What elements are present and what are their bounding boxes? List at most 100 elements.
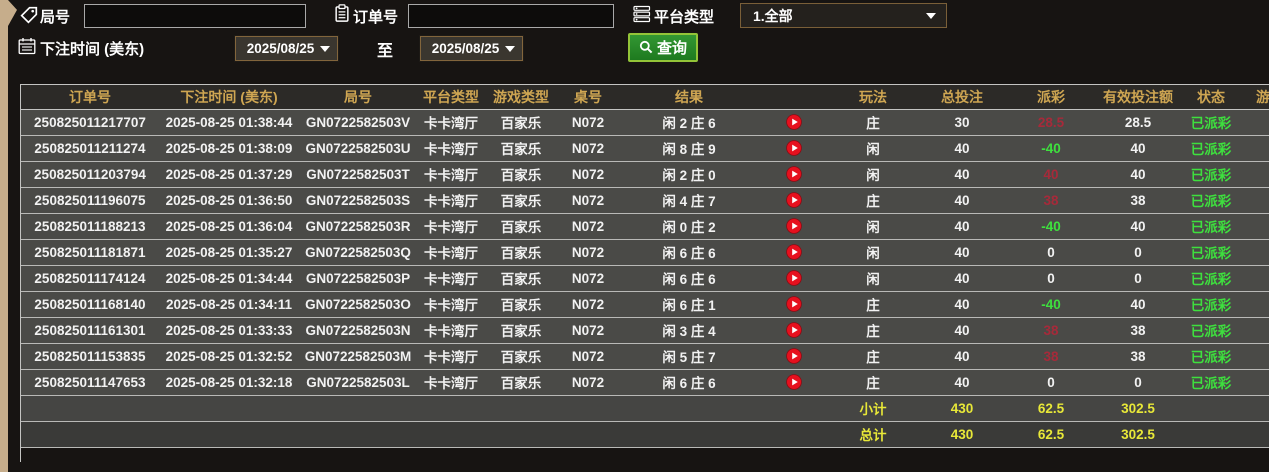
- subtotal-row: 小计 430 62.5 302.5: [21, 395, 1269, 422]
- chevron-down-icon: [926, 12, 936, 19]
- cell-game-type: 百家乐: [485, 187, 557, 214]
- cell-total-bet: 40: [917, 317, 1007, 344]
- cell-bet-side: 庄: [829, 343, 917, 370]
- cell-extra: [1241, 135, 1269, 162]
- game-no-label: 局号: [40, 9, 71, 26]
- cell-round-no: GN0722582503S: [299, 187, 417, 214]
- cell-platform: 卡卡湾厅: [417, 161, 485, 188]
- column-header-4: 游戏类型: [485, 85, 557, 110]
- play-video-icon[interactable]: [786, 348, 802, 365]
- play-video-icon[interactable]: [786, 270, 802, 287]
- cell-total-bet: 30: [917, 109, 1007, 136]
- play-video-icon[interactable]: [786, 244, 802, 261]
- query-button[interactable]: 查询: [628, 33, 698, 62]
- play-video-icon[interactable]: [786, 322, 802, 339]
- play-video-icon[interactable]: [786, 114, 802, 131]
- subtotal-row-valid-bet: 302.5: [1095, 395, 1181, 422]
- cell-round-no: GN0722582503V: [299, 109, 417, 136]
- cell-bet-side: 闲: [829, 213, 917, 240]
- cell-order-no: 250825011161301: [21, 317, 159, 344]
- column-header-1: 下注时间 (美东): [159, 85, 299, 110]
- cell-bet-side: 闲: [829, 135, 917, 162]
- order-no-input[interactable]: [408, 4, 614, 28]
- cell-replay: [759, 343, 829, 370]
- cell-status: 已派彩: [1181, 135, 1241, 162]
- cell-bet-time: 2025-08-25 01:34:44: [159, 265, 299, 292]
- tag-icon: [20, 6, 38, 24]
- cell-game-type: 百家乐: [485, 265, 557, 292]
- play-video-icon[interactable]: [786, 140, 802, 157]
- cell-game-type: 百家乐: [485, 317, 557, 344]
- cell-table-no: N072: [557, 239, 619, 266]
- cell-status: 已派彩: [1181, 239, 1241, 266]
- cell-round-no: GN0722582503P: [299, 265, 417, 292]
- cell-round-no: GN0722582503T: [299, 161, 417, 188]
- cell-valid-bet: 28.5: [1095, 109, 1181, 136]
- cell-payout: 0: [1007, 369, 1095, 396]
- cell-extra: [1241, 239, 1269, 266]
- cell-status: 已派彩: [1181, 265, 1241, 292]
- column-header-11: 有效投注额: [1095, 85, 1181, 110]
- platform-type-label: 平台类型: [654, 9, 715, 26]
- cell-result: 闲 3 庄 4: [619, 317, 759, 344]
- play-video-icon[interactable]: [786, 296, 802, 313]
- play-video-icon[interactable]: [786, 374, 802, 391]
- cell-extra: [1241, 317, 1269, 344]
- cell-payout: 38: [1007, 317, 1095, 344]
- cell-result: 闲 8 庄 9: [619, 135, 759, 162]
- table-header-row: 订单号 下注时间 (美东) 局号 平台类型 游戏类型 桌号 结果 玩法 总投注 派彩 有效投注额 状态…: [21, 85, 1269, 110]
- subtotal-row-total-bet: 430: [917, 395, 1007, 422]
- date-from-select[interactable]: 2025/08/25: [235, 36, 338, 61]
- cell-total-bet: 40: [917, 291, 1007, 318]
- cell-valid-bet: 0: [1095, 239, 1181, 266]
- cell-table-no: N072: [557, 291, 619, 318]
- cell-game-type: 百家乐: [485, 135, 557, 162]
- cell-valid-bet: 40: [1095, 161, 1181, 188]
- date-to-select[interactable]: 2025/08/25: [420, 36, 523, 61]
- column-header-6: 结果: [619, 85, 759, 110]
- column-header-2: 局号: [299, 85, 417, 110]
- clipboard-icon: [335, 4, 349, 22]
- table-row: 250825011203794 2025-08-25 01:37:29 GN0722…: [21, 161, 1269, 188]
- play-video-icon[interactable]: [786, 192, 802, 209]
- cell-total-bet: 40: [917, 239, 1007, 266]
- table-row: 250825011161301 2025-08-25 01:33:33 GN0722…: [21, 317, 1269, 344]
- platform-stack-icon: [633, 5, 651, 23]
- cell-status: 已派彩: [1181, 343, 1241, 370]
- cell-result: 闲 4 庄 7: [619, 187, 759, 214]
- cell-valid-bet: 38: [1095, 343, 1181, 370]
- cell-payout: 38: [1007, 187, 1095, 214]
- play-video-icon[interactable]: [786, 166, 802, 183]
- cell-payout: -40: [1007, 213, 1095, 240]
- cell-replay: [759, 187, 829, 214]
- cell-status: 已派彩: [1181, 291, 1241, 318]
- cell-total-bet: 40: [917, 135, 1007, 162]
- cell-total-bet: 40: [917, 187, 1007, 214]
- cell-order-no: 250825011188213: [21, 213, 159, 240]
- cell-valid-bet: 0: [1095, 265, 1181, 292]
- chevron-down-icon: [505, 45, 515, 52]
- cell-status: 已派彩: [1181, 161, 1241, 188]
- cell-bet-side: 庄: [829, 187, 917, 214]
- cell-round-no: GN0722582503L: [299, 369, 417, 396]
- table-row: 250825011188213 2025-08-25 01:36:04 GN0722…: [21, 213, 1269, 240]
- cell-order-no: 250825011168140: [21, 291, 159, 318]
- cell-game-type: 百家乐: [485, 291, 557, 318]
- subtotal-row-status-empty: [1181, 395, 1241, 422]
- cell-bet-time: 2025-08-25 01:38:09: [159, 135, 299, 162]
- platform-type-select[interactable]: 1.全部: [740, 3, 947, 28]
- cell-extra: [1241, 265, 1269, 292]
- cell-payout: -40: [1007, 291, 1095, 318]
- game-no-input[interactable]: [84, 4, 306, 28]
- play-video-icon[interactable]: [786, 218, 802, 235]
- subtotal-row-label: 小计: [829, 395, 917, 422]
- cell-extra: [1241, 109, 1269, 136]
- cell-platform: 卡卡湾厅: [417, 213, 485, 240]
- table-row: 250825011147653 2025-08-25 01:32:18 GN0722…: [21, 369, 1269, 396]
- cell-extra: [1241, 369, 1269, 396]
- cell-bet-side: 庄: [829, 369, 917, 396]
- cell-result: 闲 2 庄 0: [619, 161, 759, 188]
- cell-game-type: 百家乐: [485, 161, 557, 188]
- cell-platform: 卡卡湾厅: [417, 343, 485, 370]
- panel-collapse-handle[interactable]: [8, 0, 17, 26]
